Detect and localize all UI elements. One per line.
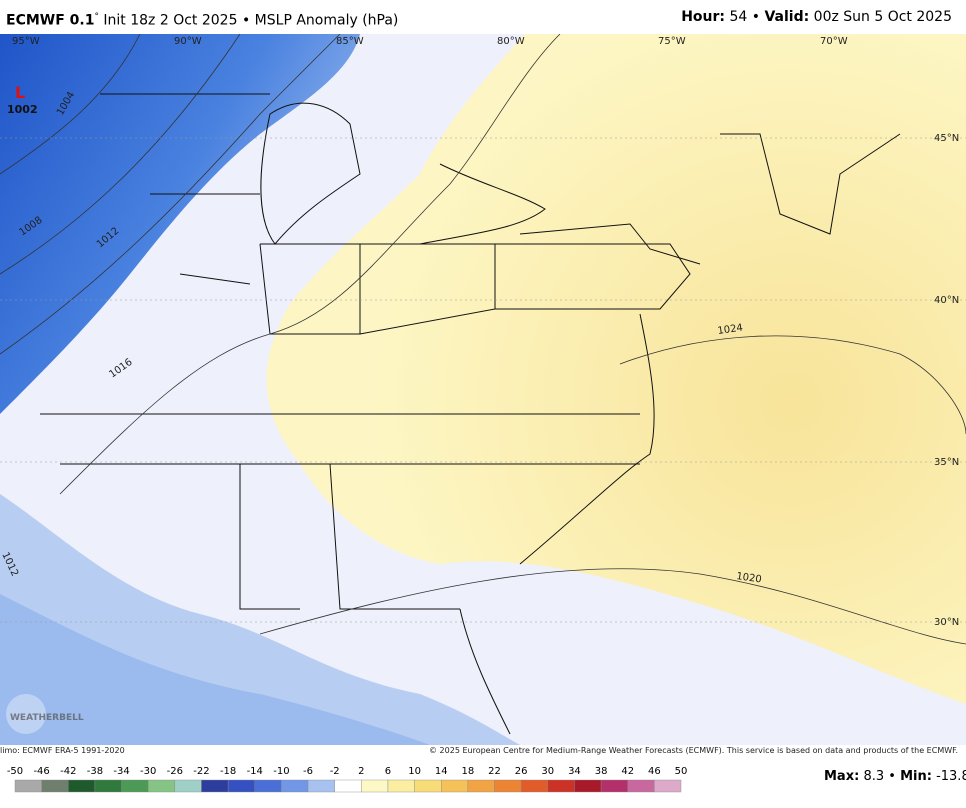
color-swatch <box>494 779 522 793</box>
low-pressure: 1002 <box>7 103 38 116</box>
logo: WEATHERBELL <box>10 713 84 723</box>
color-swatch <box>574 779 602 793</box>
longitude-label: 90°W <box>174 36 202 47</box>
colorbar-tick-label: -14 <box>247 766 263 777</box>
longitude-label: 95°W <box>12 36 40 47</box>
valid-label: Valid: <box>764 9 810 25</box>
color-swatch <box>94 779 122 793</box>
longitude-label: 75°W <box>658 36 686 47</box>
colorbar-tick-label: 10 <box>408 766 421 777</box>
colorbar-tick-label: 6 <box>385 766 391 777</box>
color-swatch <box>600 779 628 793</box>
colorbar-tick-label: 50 <box>675 766 688 777</box>
init: Init 18z 2 Oct 2025 <box>103 12 238 29</box>
borders <box>40 93 901 735</box>
separator: • <box>888 769 896 784</box>
colorbar-tick-label: 2 <box>358 766 364 777</box>
color-swatch <box>361 779 389 793</box>
negative-anomaly <box>0 34 360 414</box>
color-swatch <box>387 779 415 793</box>
colorbar-tick-label: -30 <box>140 766 156 777</box>
color-swatch <box>547 779 575 793</box>
logo-mark <box>6 694 46 734</box>
positive-anomaly <box>266 34 966 704</box>
climatology-note: limo: ECMWF ERA-5 1991-2020 <box>0 746 125 755</box>
title: ECMWF 0.1° Init 18z 2 Oct 2025 • MSLP An… <box>6 0 398 38</box>
colorbar-tick-label: 34 <box>568 766 581 777</box>
separator: • <box>241 12 251 29</box>
colorbar-tick-label: 26 <box>515 766 528 777</box>
latitude-label: 30°N <box>934 617 959 628</box>
colorbar-tick-label: 38 <box>595 766 608 777</box>
degree: ° <box>94 12 99 22</box>
color-swatch <box>121 779 149 793</box>
low-symbol: L <box>15 83 25 102</box>
hour: 54 <box>729 9 748 25</box>
graticule <box>0 137 966 623</box>
color-swatch <box>14 779 42 793</box>
valid: 00z Sun 5 Oct 2025 <box>813 9 952 25</box>
longitude-label: 85°W <box>336 36 364 47</box>
colorbar-tick-label: -26 <box>167 766 183 777</box>
colorbar-tick-label: 14 <box>435 766 448 777</box>
extremes: Max: 8.3 • Min: -13.8 <box>824 769 966 784</box>
colorbar: Max: 8.3 • Min: -13.8 -50 -46 -42 -38 -34 -30… <box>7 766 966 793</box>
isobar-label: 1020 <box>736 571 763 585</box>
min: -13.8 <box>936 769 966 784</box>
longitude-label: 70°W <box>820 36 848 47</box>
copyright: © 2025 European Centre for Medium-Range … <box>429 746 958 755</box>
color-swatch <box>334 779 362 793</box>
colorbar-tick-label: -2 <box>330 766 340 777</box>
map: 95°W 90°W 85°W 80°W 75°W 70°W 45°N 40°N … <box>0 34 966 745</box>
isobar-label: 1024 <box>717 323 744 337</box>
colorbar-tick-label: -22 <box>193 766 209 777</box>
color-swatch <box>68 779 96 793</box>
min-label: Min: <box>900 769 932 784</box>
color-swatch <box>281 779 309 793</box>
hour-label: Hour: <box>681 9 726 25</box>
colorbar-tick-label: -46 <box>33 766 49 777</box>
header: ECMWF 0.1° Init 18z 2 Oct 2025 • MSLP An… <box>0 0 966 34</box>
color-swatch <box>414 779 442 793</box>
colorbar-tick-label: -18 <box>220 766 236 777</box>
colorbar-tick-label: -50 <box>7 766 23 777</box>
color-swatch <box>654 779 682 793</box>
colorbar-tick-label: -6 <box>303 766 313 777</box>
latitude-label: 40°N <box>934 295 959 306</box>
colorbar-tick-label: 42 <box>621 766 634 777</box>
color-swatch <box>467 779 495 793</box>
color-swatch <box>520 779 548 793</box>
isobars <box>0 34 966 645</box>
colorbar-tick-label: -38 <box>87 766 103 777</box>
color-swatch <box>254 779 282 793</box>
longitude-label: 80°W <box>497 36 525 47</box>
max-label: Max: <box>824 769 859 784</box>
colorbar-tick-label: -34 <box>113 766 129 777</box>
color-swatch <box>307 779 335 793</box>
color-swatch <box>227 779 255 793</box>
colorbar-tick-label: 46 <box>648 766 661 777</box>
separator: • <box>751 9 761 25</box>
color-swatch <box>627 779 655 793</box>
color-swatch <box>147 779 176 793</box>
negative-anomaly-gulf <box>0 594 430 745</box>
color-swatch <box>441 779 469 793</box>
color-swatch <box>201 779 229 793</box>
colorbar-tick-label: 22 <box>488 766 501 777</box>
product: MSLP Anomaly (hPa) <box>254 12 399 29</box>
colorbar-tick-label: 30 <box>541 766 554 777</box>
color-swatch <box>174 779 202 793</box>
colorbar-tick-label: -10 <box>273 766 289 777</box>
colorbar-tick-label: -42 <box>60 766 76 777</box>
max: 8.3 <box>863 769 884 784</box>
latitude-label: 35°N <box>934 457 959 468</box>
colorbar-tick-label: 18 <box>462 766 475 777</box>
latitude-label: 45°N <box>934 133 959 144</box>
color-swatch <box>41 779 69 793</box>
model: ECMWF 0.1 <box>6 12 95 29</box>
valid-info: Hour: 54 • Valid: 00z Sun 5 Oct 2025 <box>681 0 952 34</box>
